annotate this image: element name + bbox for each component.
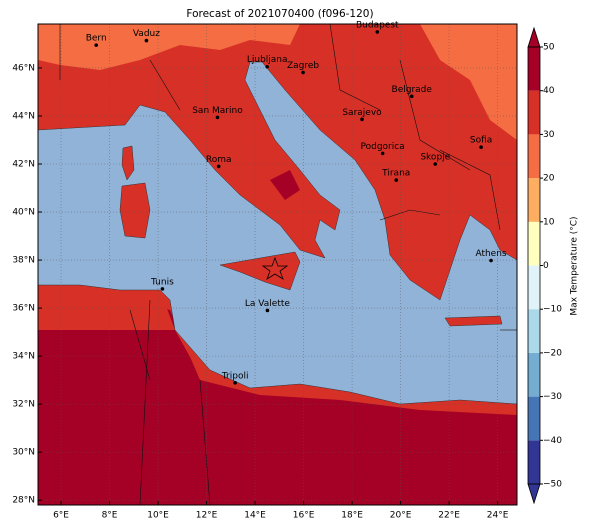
colorbar: −50 −40 −30 −20 −10 0 10 20 30 40 50 — [527, 26, 562, 505]
city-dot — [160, 287, 165, 291]
city-label: Zagreb — [287, 61, 319, 71]
y-tick-label: 42°N — [12, 160, 35, 170]
x-tick-label: 22°E — [438, 511, 460, 521]
y-tick-label: 32°N — [12, 400, 35, 410]
city-dot — [265, 308, 270, 313]
city-label: La Valette — [245, 299, 290, 309]
colorbar-band — [528, 309, 540, 353]
city-dot — [409, 94, 414, 99]
colorbar-tick-label: −40 — [543, 436, 562, 446]
sea — [38, 61, 517, 405]
city-dot — [233, 380, 237, 385]
y-tick-label: 46°N — [12, 63, 35, 73]
colorbar-band — [528, 47, 540, 91]
city-label: Tripoli — [221, 371, 249, 381]
x-tick-label: 8°E — [102, 511, 118, 521]
colorbar-tick-label: 0 — [543, 261, 549, 271]
x-tick-label: 12°E — [196, 511, 218, 521]
city-label: Skopje — [420, 153, 450, 163]
frame — [37, 23, 518, 506]
crete — [444, 315, 503, 327]
city-label: Roma — [206, 155, 232, 165]
corsica — [121, 145, 135, 181]
city-label: Sarajevo — [342, 108, 382, 118]
y-tick-label: 30°N — [12, 448, 35, 458]
borders — [59, 24, 501, 505]
colorbar-band — [528, 265, 540, 310]
y-tick-label: 28°N — [12, 496, 35, 506]
grid: 6°E 8°E 10°E 12°E 14°E 16°E 18°E 20°E 22°E 24°E 28… — [12, 24, 517, 521]
city-dot — [479, 145, 483, 149]
city-dot — [216, 164, 221, 169]
colorbar-tick-label: −30 — [543, 392, 562, 402]
city-label: San Marino — [192, 106, 243, 116]
colorbar-tick-label: 30 — [543, 130, 555, 140]
east-warm — [420, 24, 517, 140]
colorbar-extend — [527, 483, 541, 505]
city-dot — [215, 115, 220, 120]
star-marker — [261, 256, 289, 280]
colorbar-band — [528, 440, 540, 484]
city-dot — [394, 178, 399, 182]
city-dot — [489, 258, 493, 263]
city-dot — [144, 38, 149, 43]
colorbar-tick-label: −10 — [543, 305, 562, 315]
city-label: Athens — [475, 249, 506, 259]
city-label: Sofia — [470, 136, 492, 146]
city-dot — [360, 117, 364, 122]
colorbar-label: Max Temperature (°C) — [570, 216, 580, 315]
city-label: Budapest — [356, 20, 399, 30]
city-dot — [265, 64, 269, 69]
map-title: Forecast of 2021070400 (f096-120) — [186, 8, 373, 20]
city-dot — [433, 162, 438, 166]
colorbar-band — [528, 352, 540, 397]
city-label: Ljubljana — [247, 55, 288, 65]
colorbar-tick-label: 40 — [543, 86, 555, 96]
colorbar-tick-label: 50 — [543, 43, 555, 53]
x-tick-label: 10°E — [147, 511, 169, 521]
x-tick-label: 20°E — [390, 511, 412, 521]
city-dot — [94, 43, 99, 47]
y-tick-label: 34°N — [12, 352, 35, 362]
city-dot — [375, 30, 380, 34]
map-layer — [38, 24, 517, 505]
colorbar-tick-label: 20 — [543, 174, 555, 184]
colorbar-band — [528, 134, 540, 179]
y-tick-label: 38°N — [12, 256, 35, 266]
sicily — [219, 251, 301, 291]
x-tick-label: 24°E — [487, 511, 509, 521]
x-tick-label: 14°E — [244, 511, 266, 521]
sardinia — [119, 182, 151, 239]
y-tick-label: 36°N — [12, 304, 35, 314]
city-label: Tirana — [381, 169, 410, 179]
colorbar-tick-label: −50 — [543, 480, 562, 490]
colorbar-extend — [527, 26, 541, 48]
colorbar-band — [528, 178, 540, 222]
y-tick-label: 44°N — [12, 111, 35, 121]
city-dot — [380, 151, 385, 156]
africa-hot — [38, 295, 517, 505]
city-label: Vaduz — [133, 29, 160, 39]
city-label: Bern — [86, 34, 107, 44]
city-label: Podgorica — [361, 142, 405, 152]
x-tick-label: 6°E — [53, 511, 69, 521]
x-tick-label: 18°E — [341, 511, 363, 521]
colorbar-band — [528, 221, 540, 266]
city-label: Tunis — [150, 277, 174, 287]
colorbar-tick-label: −20 — [543, 348, 562, 358]
hot-patch — [270, 170, 300, 200]
colorbar-tick-label: 10 — [543, 217, 555, 227]
y-tick-label: 40°N — [12, 208, 35, 218]
colorbar-band — [528, 396, 540, 441]
city-label: Belgrade — [392, 85, 433, 95]
alps-warm — [38, 24, 300, 70]
x-tick-label: 16°E — [293, 511, 315, 521]
city-dot — [301, 70, 305, 75]
colorbar-band — [528, 90, 540, 135]
